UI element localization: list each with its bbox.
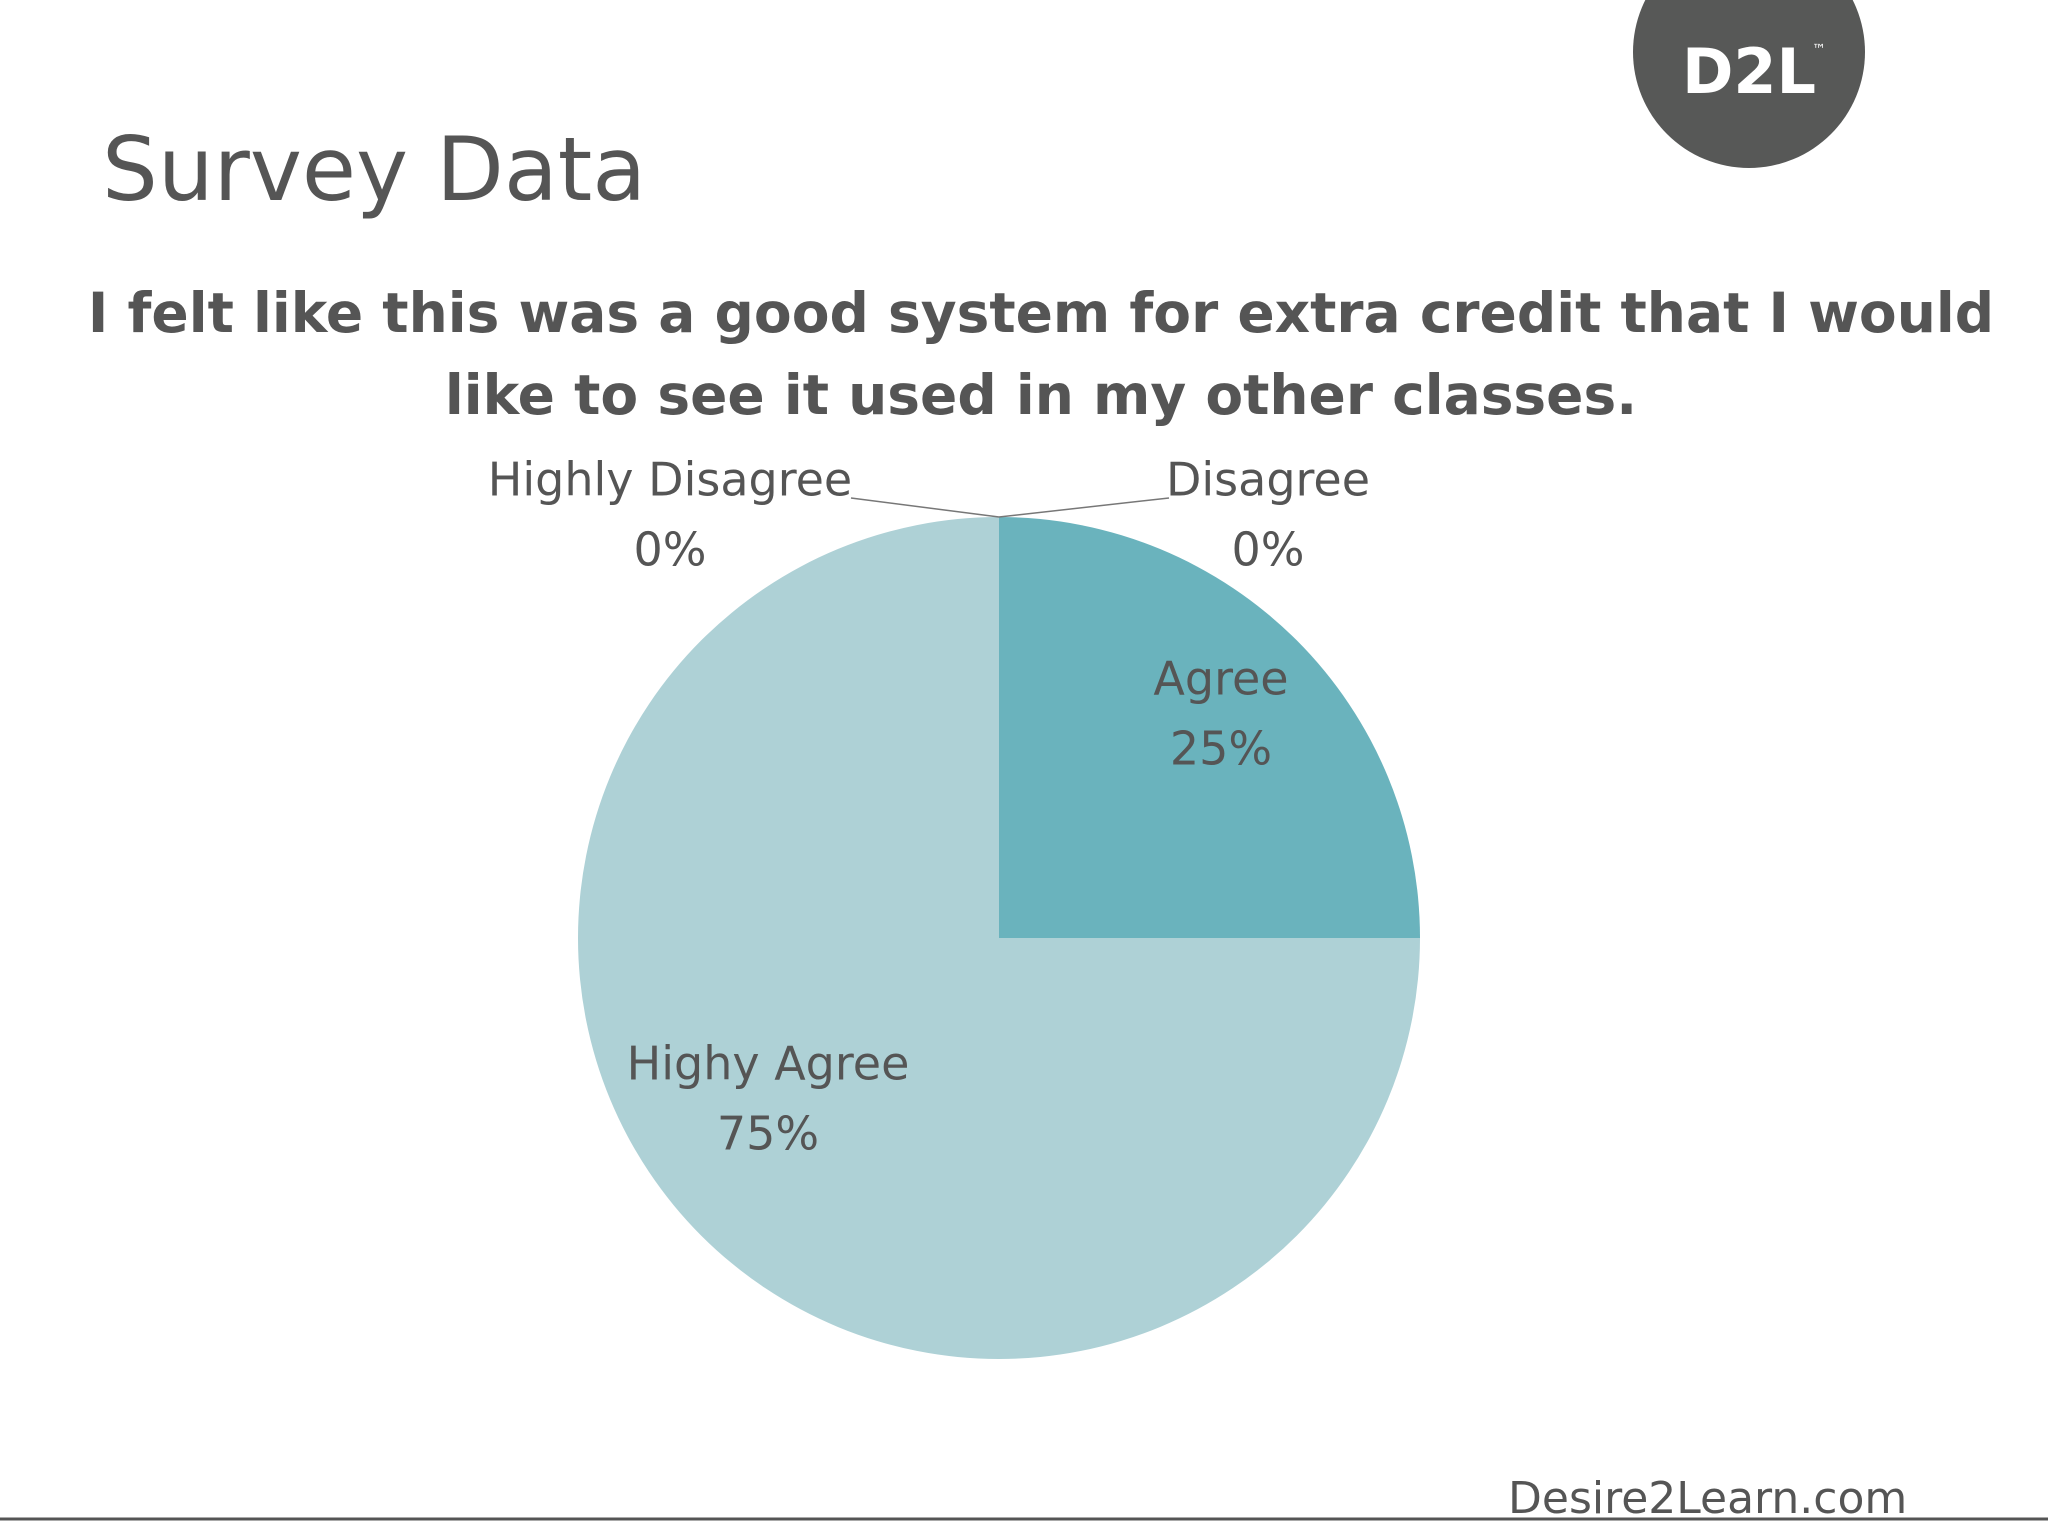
footer-text: Desire2Learn.com: [1508, 1473, 1907, 1524]
leader-line: [998, 497, 1170, 518]
slice-label: Highy Agree: [627, 1037, 910, 1091]
slide-title: Survey Data: [102, 118, 646, 221]
leader-line: [850, 497, 1000, 518]
slice-label: Disagree: [1166, 453, 1370, 507]
pie-slice: [999, 517, 1420, 938]
slice-label: Agree: [1153, 652, 1288, 706]
slice-value-label: 0%: [634, 523, 707, 577]
chart-subtitle: I felt like this was a good system for e…: [87, 281, 1995, 427]
slice-label: Highly Disagree: [488, 453, 852, 507]
logo-trademark: ™: [1812, 42, 1826, 58]
logo-text: D2L: [1682, 35, 1816, 108]
logo-badge: [1633, 0, 1865, 168]
slice-value-label: 25%: [1170, 722, 1272, 776]
slice-value-label: 75%: [717, 1107, 819, 1161]
slice-value-label: 0%: [1232, 523, 1305, 577]
pie-slice: [578, 517, 1420, 1359]
